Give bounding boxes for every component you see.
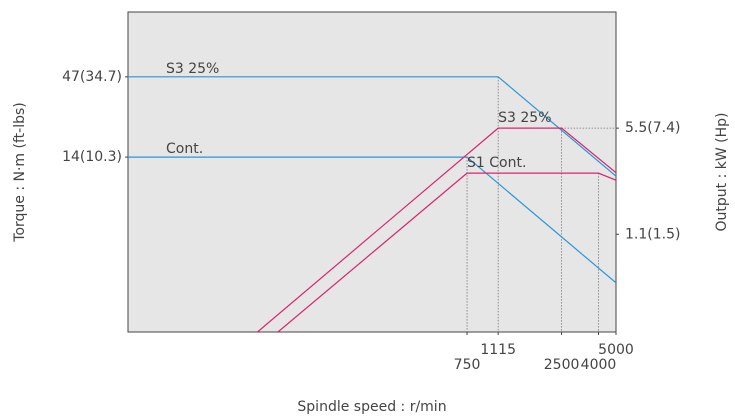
y-axis-label: Torque : N·m (ft-lbs): [12, 102, 28, 242]
y2-axis-label: Output : kW (Hp): [714, 113, 730, 232]
x-tick-label: 1115: [480, 342, 516, 358]
x-tick-label: 4000: [581, 357, 617, 373]
series-line: [257, 127, 616, 332]
series-line: [277, 172, 616, 332]
x-tick-label: 5000: [598, 342, 634, 358]
series-label: S3 25%: [498, 110, 551, 126]
x-tick-label: 750: [454, 357, 481, 373]
x-axis-label: Spindle speed : r/min: [297, 399, 446, 415]
series-line: [128, 156, 616, 284]
y-tick-label: 14(10.3): [62, 149, 122, 165]
series-label: Cont.: [166, 141, 203, 157]
series-group: [128, 76, 616, 332]
y2-tick-label: 1.1(1.5): [625, 226, 680, 242]
series-label: S1 Cont.: [467, 155, 526, 171]
plot-area: [127, 11, 617, 333]
x-tick-label: 2500: [544, 357, 580, 373]
series-label: S3 25%: [166, 61, 219, 77]
y2-tick-label: 5.5(7.4): [625, 120, 680, 136]
series-line: [128, 76, 616, 177]
y-tick-label: 47(34.7): [62, 69, 122, 85]
